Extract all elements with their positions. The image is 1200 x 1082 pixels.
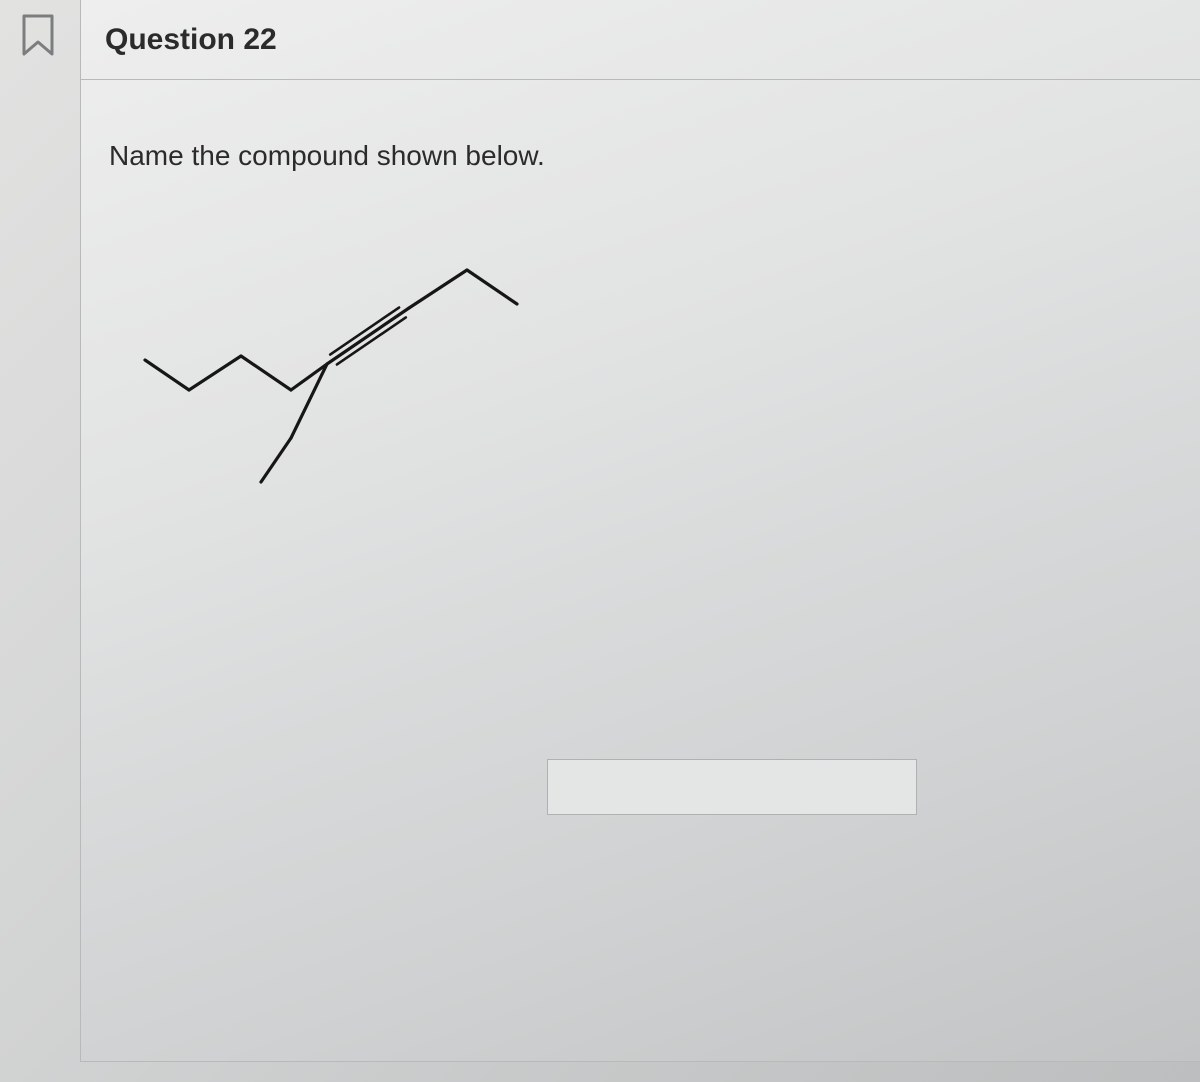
- question-prompt: Name the compound shown below.: [109, 140, 1172, 172]
- question-card: Question 22 Name the compound shown belo…: [80, 0, 1200, 1062]
- quiz-page: Question 22 Name the compound shown belo…: [0, 0, 1200, 1082]
- question-body: Name the compound shown below.: [81, 80, 1200, 843]
- compound-structure: [119, 232, 539, 512]
- question-header: Question 22: [81, 0, 1200, 80]
- answer-input[interactable]: [547, 759, 917, 815]
- question-title: Question 22: [105, 23, 277, 57]
- flag-icon[interactable]: [18, 12, 58, 60]
